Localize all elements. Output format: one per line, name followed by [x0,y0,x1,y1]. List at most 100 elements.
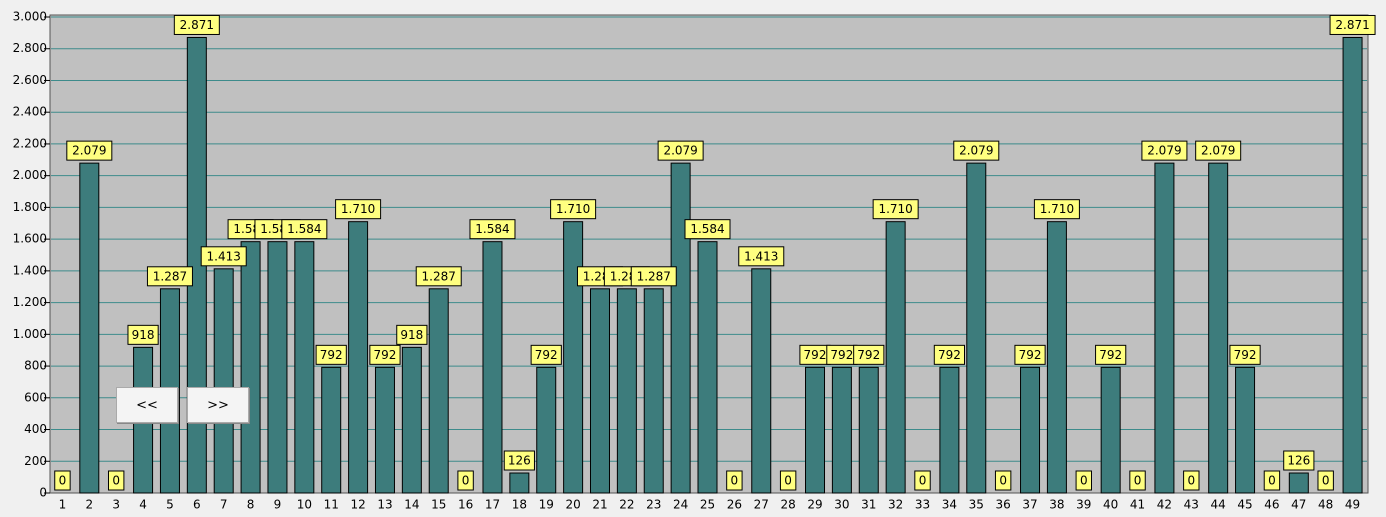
value-label: 0 [59,474,67,488]
x-tick-label: 25 [700,498,715,512]
x-tick-label: 15 [431,498,446,512]
value-label-box [146,266,193,287]
value-label-box [281,219,328,240]
prev-button[interactable]: << [116,387,178,423]
bar [536,366,557,494]
value-label: 1.584 [690,222,724,236]
x-tick-label: 36 [996,498,1011,512]
y-tick-label: 0 [39,486,47,500]
value-label: 792 [374,348,397,362]
x-tick-label: 2 [85,498,93,512]
value-label: 0 [731,474,739,488]
x-tick-label: 22 [619,498,634,512]
value-label-box [200,246,247,267]
value-label: 792 [857,348,880,362]
value-label-box [657,140,704,161]
value-label: 792 [535,348,558,362]
value-label-box [914,470,931,491]
y-tick-label: 2.000 [13,168,47,182]
bar [401,346,422,494]
value-label-box [1329,14,1376,35]
x-tick-label: 19 [539,498,554,512]
x-tick-label: 29 [807,498,822,512]
x-tick-label: 40 [1103,498,1118,512]
x-tick-label: 3 [112,498,120,512]
x-tick-label: 38 [1049,498,1064,512]
value-label-box [1129,470,1146,491]
y-tick-label: 3.000 [13,10,47,24]
value-label: 1.584 [475,222,509,236]
x-tick-label: 48 [1318,498,1333,512]
x-tick-label: 24 [673,498,688,512]
value-label-box [127,324,159,345]
bar [428,288,449,494]
value-label: 1.710 [341,202,375,216]
value-label: 2.079 [959,144,993,158]
y-tick-label: 2.800 [13,41,47,55]
y-tick-label: 2.400 [13,105,47,119]
value-label-box [1095,344,1127,365]
bar [294,241,315,494]
value-label: 792 [938,348,961,362]
value-label-box [1317,470,1334,491]
value-label-box [953,140,1000,161]
value-label: 1.413 [744,249,778,263]
value-label-box [1263,470,1281,491]
bar [1046,221,1067,494]
bar [1235,366,1256,494]
value-label: 0 [784,474,792,488]
value-label: 792 [320,348,343,362]
x-tick-label: 49 [1345,498,1360,512]
value-label: 2.079 [72,144,106,158]
x-tick-label: 9 [274,498,282,512]
x-tick-label: 46 [1264,498,1279,512]
bar [966,162,987,494]
y-tick-label: 400 [24,422,47,436]
bar [563,221,584,494]
x-tick-label: 8 [247,498,255,512]
value-label-box [550,199,597,220]
x-tick-label: 16 [458,498,473,512]
value-label-box [726,470,743,491]
value-label-box [415,266,462,287]
x-tick-label: 14 [404,498,419,512]
x-tick-label: 33 [915,498,930,512]
bar [751,268,772,494]
x-tick-label: 13 [377,498,392,512]
value-label: 2.079 [663,144,697,158]
value-label-box [994,470,1012,491]
x-tick-label: 10 [297,498,312,512]
value-label-box [1229,344,1261,365]
x-tick-label: 17 [485,498,500,512]
bar [1208,162,1229,494]
value-label: 1.287 [153,269,187,283]
value-label: 1.584 [287,222,321,236]
x-tick-label: 35 [969,498,984,512]
x-tick-label: 21 [592,498,607,512]
x-tick-label: 34 [942,498,957,512]
value-label: 1.287 [422,269,456,283]
value-label: 0 [1187,474,1195,488]
bar [374,366,395,494]
value-label-box [173,14,220,35]
value-label: 0 [112,474,120,488]
bar [939,366,960,494]
bar [240,241,261,494]
value-label: 2.079 [1201,144,1235,158]
bar [643,288,664,494]
bar [1342,36,1363,494]
value-label-box [1183,470,1200,491]
bar [1100,366,1121,494]
value-label: 918 [132,328,155,342]
next-button[interactable]: >> [187,387,249,423]
value-label: 0 [1322,474,1330,488]
value-label: 918 [400,328,423,342]
x-tick-label: 39 [1076,498,1091,512]
bar [858,366,879,494]
y-tick-label: 2.600 [13,73,47,87]
value-label-box [503,450,535,471]
value-label-box [1033,199,1080,220]
value-label-box [369,344,401,365]
